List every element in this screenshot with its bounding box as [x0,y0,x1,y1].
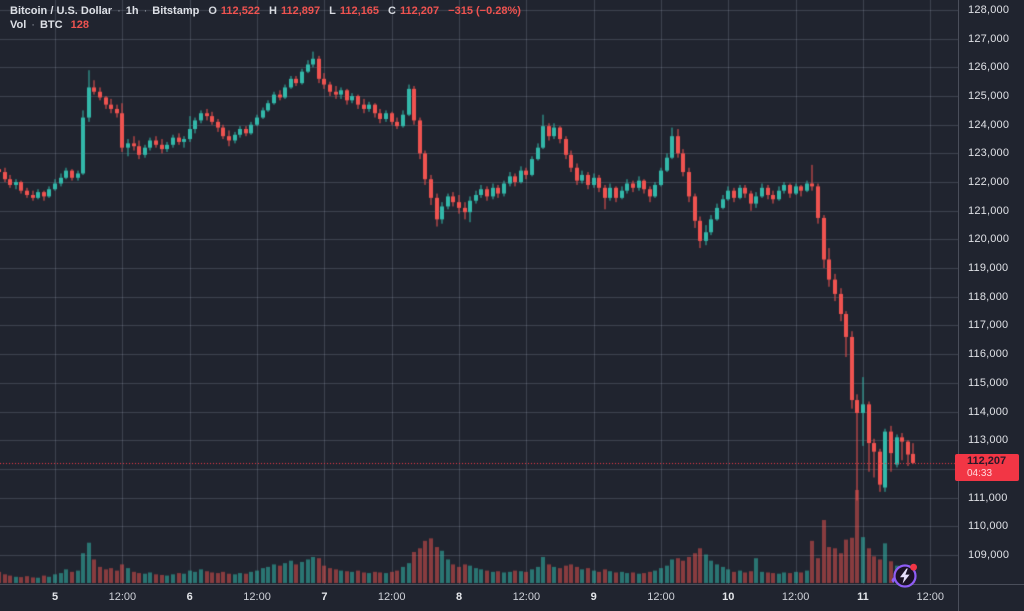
price-tick: 109,000 [968,548,1010,561]
volume-label: Vol [10,19,27,31]
time-tick-day: 7 [321,591,328,603]
price-tick: 127,000 [968,32,1010,45]
price-tick: 113,000 [968,434,1009,447]
time-tick-day: 5 [52,591,59,603]
price-tick: 121,000 [968,204,1010,217]
time-tick-hour: 12:00 [243,591,271,603]
close-label: C [388,5,396,17]
legend-row-volume[interactable]: Vol · BTC 128 [10,18,521,32]
price-tick: 111,000 [968,491,1008,504]
time-tick-hour: 12:00 [377,591,406,603]
axis-corner [958,584,1024,611]
price-tick: 124,000 [968,118,1010,131]
price-tick: 118,000 [968,290,1009,303]
time-tick-day: 8 [455,591,463,603]
price-tick: 120,000 [968,233,1010,246]
low-label: L [329,5,336,17]
time-tick-hour: 12:00 [781,591,810,603]
last-price-label: 112,207 04:33 [955,453,1019,481]
price-tick: 110,000 [968,520,1009,533]
change-value: −315 (−0.28%) [448,5,521,17]
candlestick-chart-canvas[interactable] [0,0,958,584]
price-tick: 128,000 [968,4,1010,16]
last-price-value: 112,207 [967,454,1007,467]
bar-countdown: 04:33 [967,467,993,479]
price-tick: 123,000 [968,147,1010,160]
flash-alert-icon[interactable] [886,558,922,592]
price-tick: 126,000 [968,61,1010,74]
high-value: 112,897 [281,5,321,17]
price-tick: 122,000 [968,176,1010,189]
legend-separator: · [143,5,148,17]
open-value: 112,522 [220,5,261,17]
price-tick: 119,000 [968,262,1009,275]
legend-separator: · [31,19,35,31]
close-value: 112,207 [400,5,440,17]
price-tick: 115,000 [968,376,1009,389]
legend-separator: · [117,5,121,17]
time-tick-hour: 12:00 [512,591,541,603]
time-tick-day: 6 [186,591,193,603]
time-tick-hour: 12:00 [647,591,675,603]
lightning-bolt-icon [900,568,910,584]
symbol-title[interactable]: Bitcoin / U.S. Dollar [10,5,113,17]
open-label: O [208,5,217,17]
price-tick: 117,000 [968,319,1009,332]
time-axis[interactable]: 5 12:00 6 12:00 7 12:00 8 12:00 9 12:00 10 12:00 11 1… [0,584,958,611]
time-tick-day: 10 [722,591,735,603]
time-tick-hour: 12:00 [108,591,137,603]
price-tick: 116,000 [968,348,1009,361]
low-value: 112,165 [339,5,380,17]
notification-dot [910,563,917,571]
time-tick-day: 11 [857,591,869,603]
time-tick-day: 9 [590,591,597,603]
interval-label[interactable]: 1h [125,5,139,17]
time-tick-hour: 12:00 [916,591,945,603]
price-axis[interactable]: 112,207 04:33 128,000 127,000 126,000 125,0… [955,0,1024,584]
volume-value: 128 [70,19,89,31]
high-label: H [269,5,277,17]
price-tick: 114,000 [968,405,1009,418]
price-tick: 125,000 [968,90,1010,103]
volume-unit: BTC [39,19,63,31]
exchange-label[interactable]: Bitstamp [152,5,200,17]
